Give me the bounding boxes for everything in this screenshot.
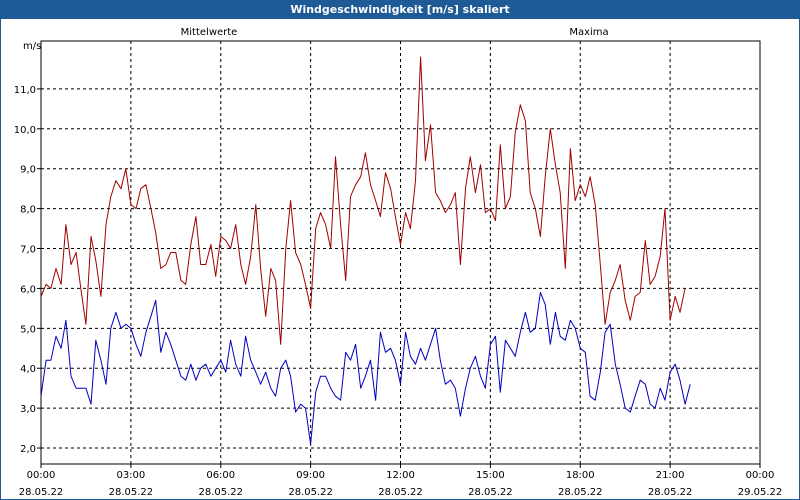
x-tick-date: 28.05.22	[288, 487, 333, 498]
grid-lines	[41, 41, 760, 464]
y-tick-label: 2,0	[20, 444, 36, 455]
y-unit-label: m/s	[23, 41, 41, 52]
y-axis: 2,0 3,0 4,0 5,0 6,0 7,0 8,0 9,0 10,0 11,0	[14, 85, 41, 455]
x-tick-time: 18:00	[566, 470, 595, 481]
x-tick-time: 00:00	[746, 470, 775, 481]
x-tick-date: 28.05.22	[198, 487, 243, 498]
x-tick-time: 06:00	[206, 470, 235, 481]
x-tick-date: 28.05.22	[468, 487, 513, 498]
series-line-maxima	[40, 56, 686, 345]
series-line-mittelwerte	[40, 291, 691, 445]
x-tick-date: 29.05.22	[738, 487, 783, 498]
y-tick-label: 9,0	[20, 165, 36, 176]
y-tick-label: 3,0	[20, 404, 36, 415]
x-axis: 00:00 28.05.22 03:00 28.05.22 06:00 28.05.22 0…	[19, 464, 783, 498]
legend-maxima: Maxima	[569, 27, 608, 38]
x-tick-time: 15:00	[476, 470, 505, 481]
legend-mittelwerte: Mittelwerte	[181, 27, 238, 38]
x-tick-time: 21:00	[656, 470, 685, 481]
x-tick-date: 28.05.22	[378, 487, 423, 498]
y-tick-label: 11,0	[14, 85, 36, 96]
y-tick-label: 4,0	[20, 364, 36, 375]
x-tick-time: 00:00	[27, 470, 56, 481]
x-tick-time: 03:00	[116, 470, 145, 481]
y-tick-label: 5,0	[20, 324, 36, 335]
y-tick-label: 7,0	[20, 245, 36, 256]
series-group	[40, 56, 691, 445]
x-tick-time: 09:00	[296, 470, 325, 481]
x-tick-time: 12:00	[386, 470, 415, 481]
x-tick-date: 28.05.22	[19, 487, 64, 498]
x-tick-date: 28.05.22	[109, 487, 154, 498]
y-tick-label: 6,0	[20, 284, 36, 295]
y-tick-label: 10,0	[14, 125, 36, 136]
x-tick-date: 28.05.22	[648, 487, 693, 498]
window-title: Windgeschwindigkeit [m/s] skaliert	[1, 1, 799, 19]
y-tick-label: 8,0	[20, 205, 36, 216]
x-tick-date: 28.05.22	[558, 487, 603, 498]
